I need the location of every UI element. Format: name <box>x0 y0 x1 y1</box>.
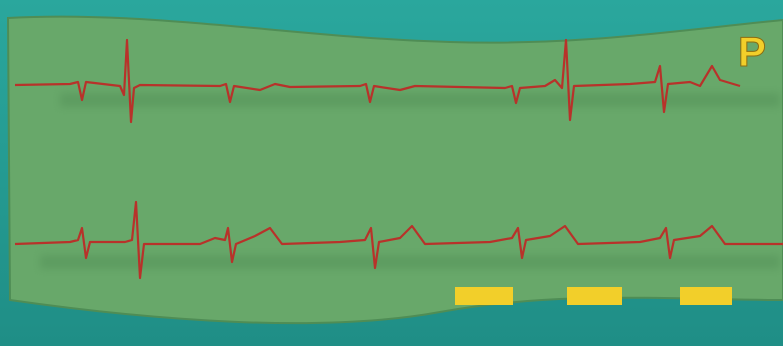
corner-letter: P <box>738 28 766 75</box>
yellow-marker <box>567 287 622 305</box>
yellow-marker <box>680 287 732 305</box>
yellow-marker <box>455 287 513 305</box>
ecg-paper <box>6 15 783 325</box>
ecg-trace <box>14 38 741 124</box>
ecg-trace <box>14 200 783 280</box>
